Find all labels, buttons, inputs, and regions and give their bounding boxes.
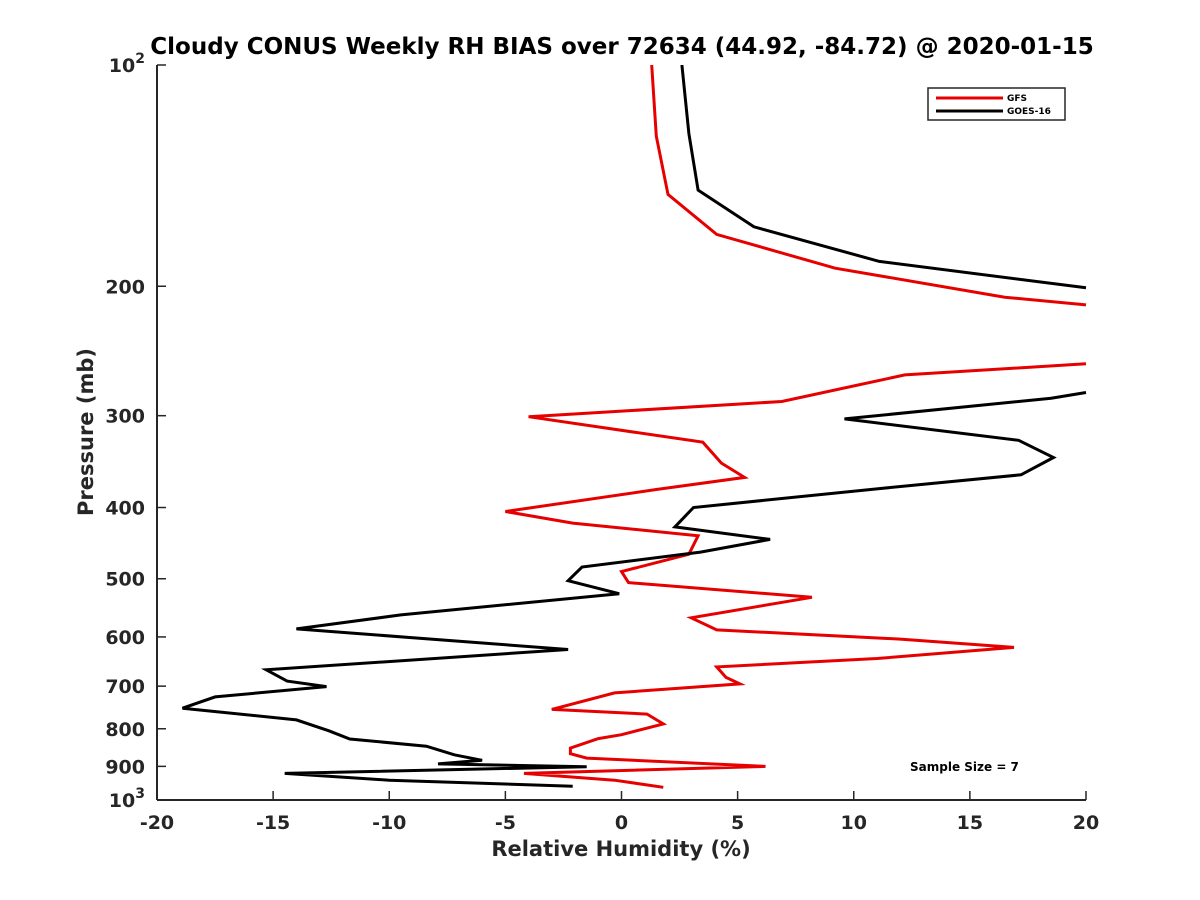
legend-label-gfs: GFS: [1007, 94, 1027, 104]
y-tick-label: 400: [105, 498, 145, 520]
y-tick-label: 900: [105, 756, 145, 778]
x-tick-label: -20: [140, 812, 174, 834]
y-tick-label: 102: [109, 51, 145, 77]
legend: GFS GOES-16: [927, 87, 1066, 121]
y-tick-label: 500: [105, 569, 145, 591]
x-axis-label: Relative Humidity (%): [491, 837, 750, 861]
y-tick-label: 800: [105, 719, 145, 741]
y-axis-label: Pressure (mb): [74, 348, 98, 516]
series-line-gfs-segment-1: [650, 64, 1087, 307]
x-tick-label: -15: [256, 812, 290, 834]
x-tick-label: 10: [841, 812, 867, 834]
chart-title: Cloudy CONUS Weekly RH BIAS over 72634 (…: [150, 34, 1093, 60]
x-tick-label: 20: [1073, 812, 1099, 834]
legend-box: [927, 87, 1066, 121]
y-tick-label: 700: [105, 676, 145, 698]
x-tick-label: -5: [495, 812, 516, 834]
series-line-gfs-segment-2: [505, 362, 1087, 789]
plot-area: [182, 64, 1087, 789]
x-tick-label: -10: [372, 812, 406, 834]
x-tick-label: 5: [731, 812, 744, 834]
legend-label-goes16: GOES-16: [1007, 107, 1051, 117]
x-axis-ticks: -20 -15 -10 -5 0 5 10 15 20: [140, 791, 1099, 834]
y-axis-ticks: 102 200 300 400 500 600 700 800 900 103: [105, 51, 166, 812]
series-line-goes16-segment-2: [182, 391, 1087, 788]
series-line-goes16-segment-1: [680, 64, 1087, 290]
y-tick-label: 200: [105, 276, 145, 298]
y-tick-label: 600: [105, 627, 145, 649]
x-tick-label: 0: [615, 812, 628, 834]
y-tick-label: 103: [109, 786, 145, 812]
sample-size-annotation: Sample Size = 7: [910, 760, 1019, 774]
y-tick-label: 300: [105, 406, 145, 428]
x-tick-label: 15: [957, 812, 983, 834]
